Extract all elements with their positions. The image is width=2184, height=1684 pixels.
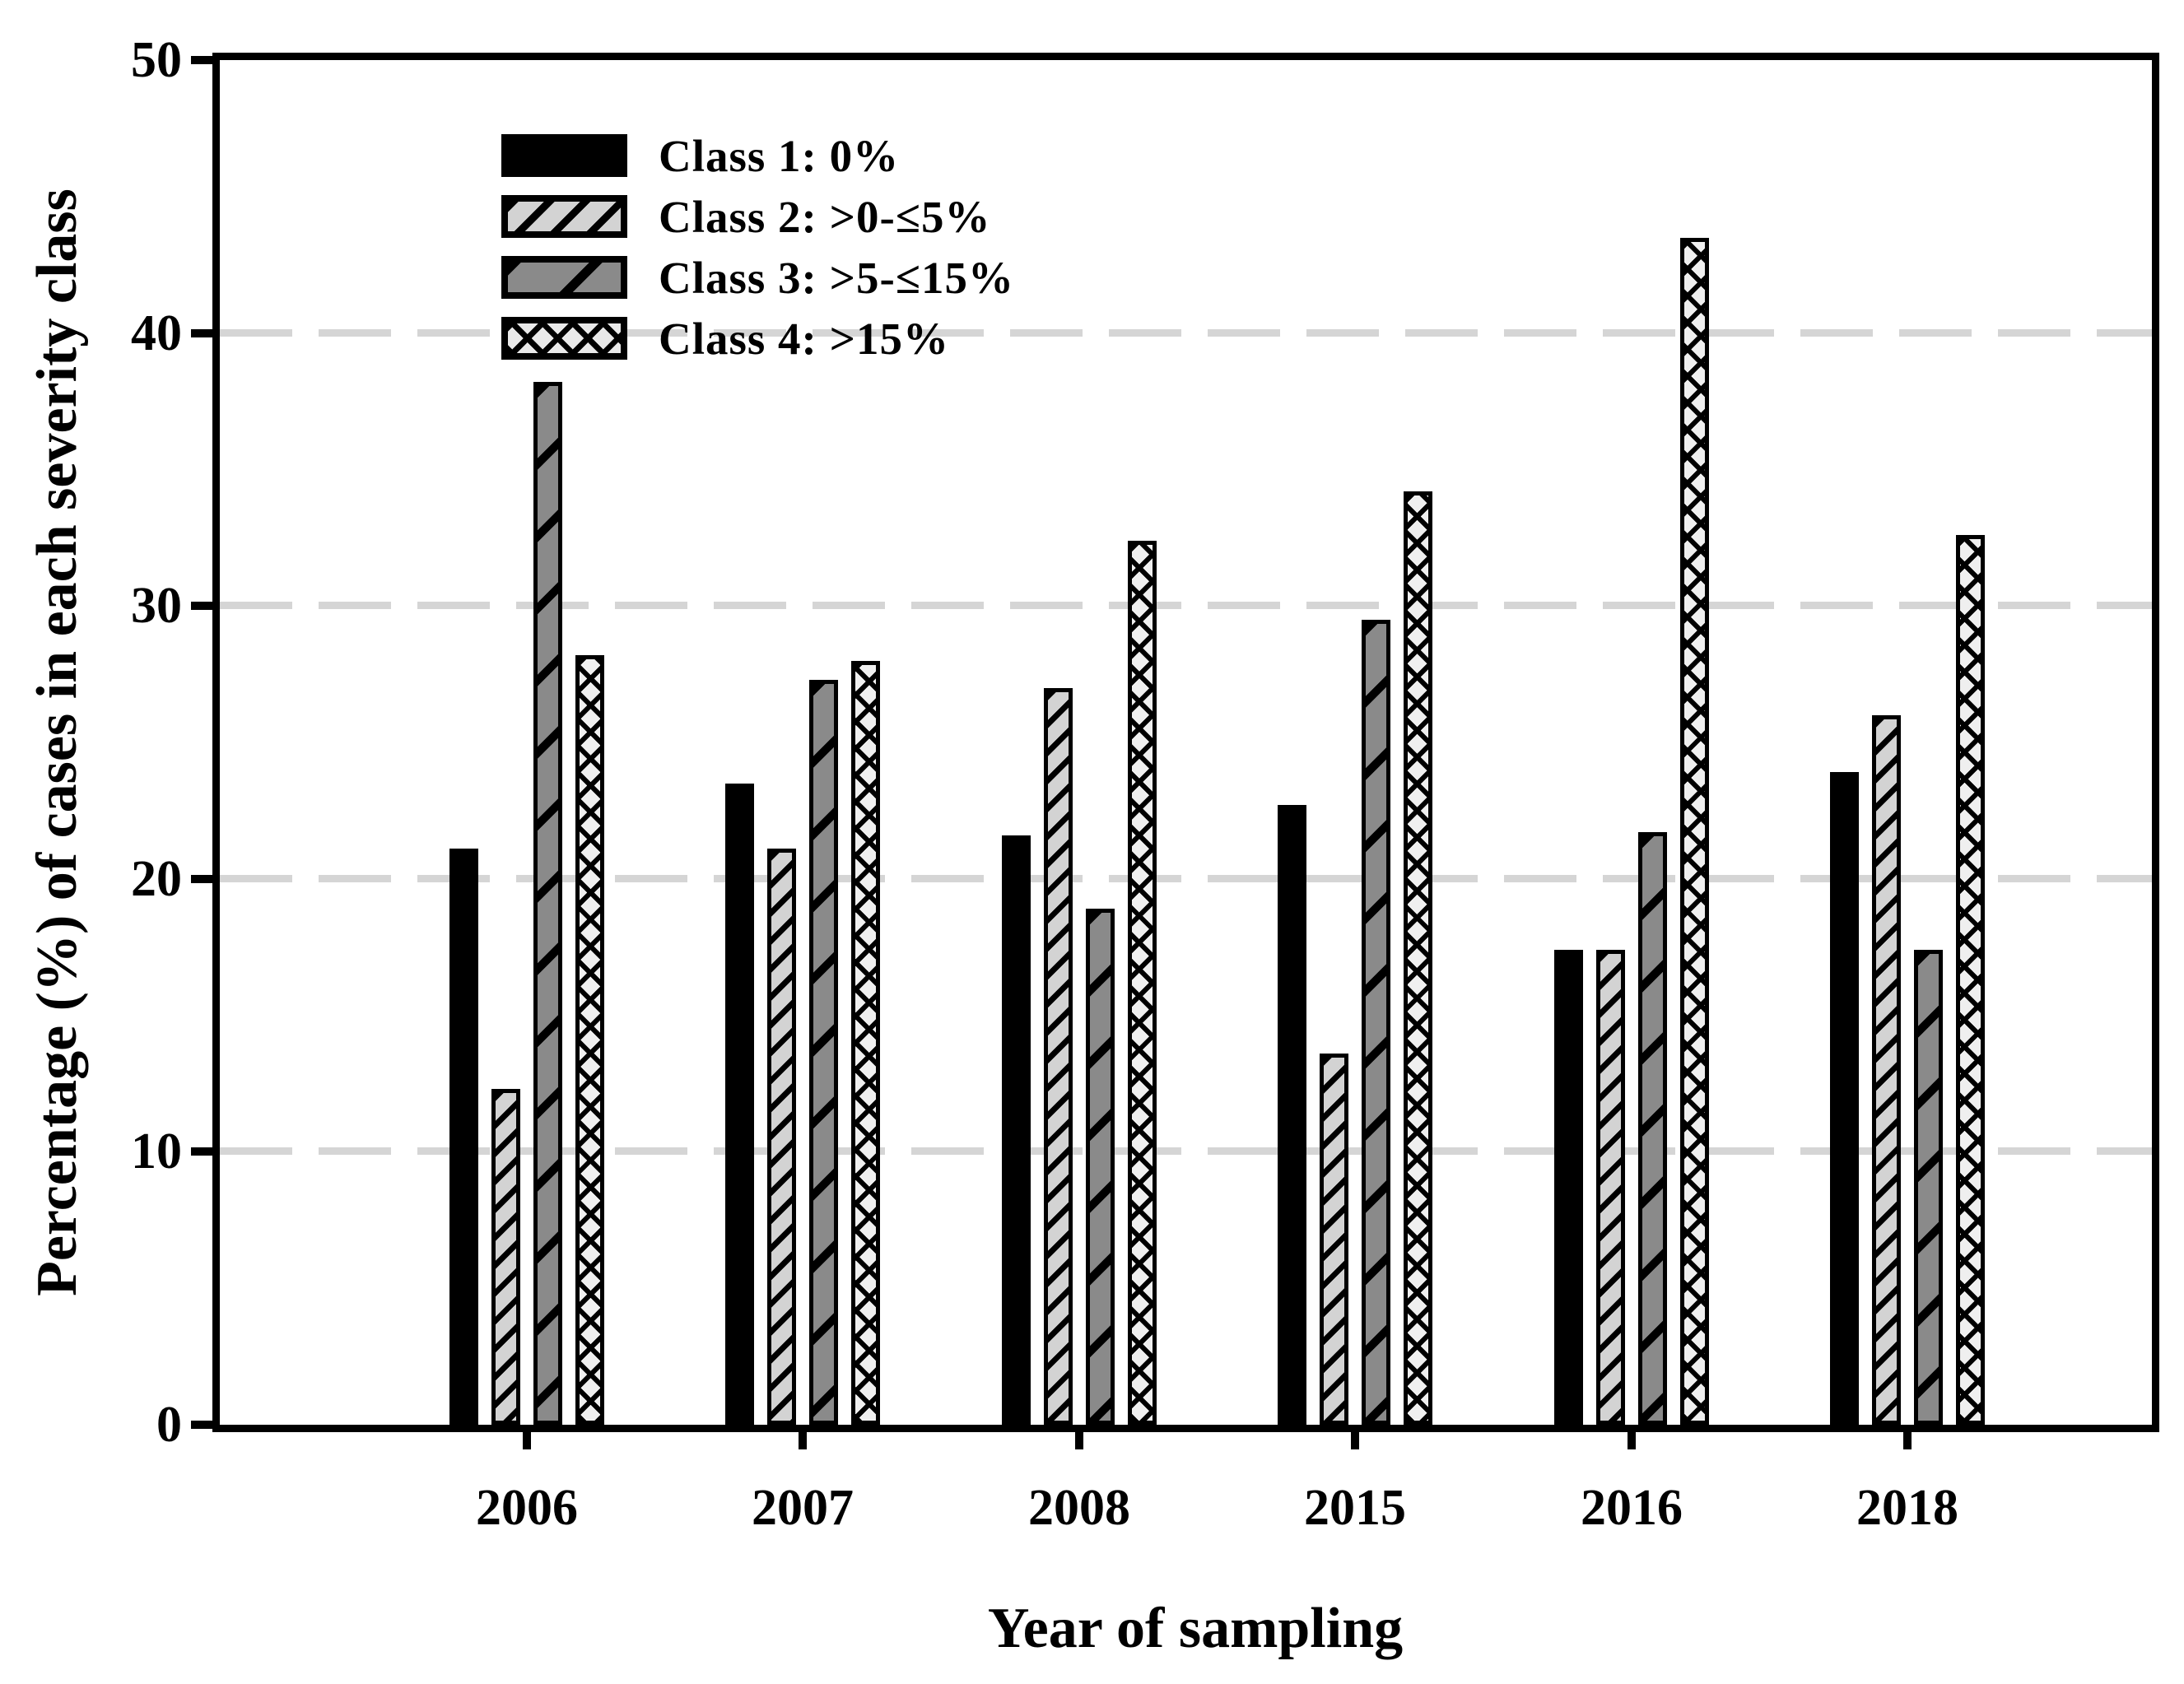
gridline-40 [220,329,2152,337]
bar-2006-class3 [533,382,562,1425]
legend-label-class2: Class 2: >0-≤5% [659,191,991,242]
bar-2007-class4 [851,661,880,1425]
y-tick-label: 20 [131,851,182,907]
y-tick-40 [191,329,212,337]
gridline-30 [220,602,2152,609]
legend-label-class3: Class 3: >5-≤15% [659,252,1014,303]
bar-2018-class2 [1872,715,1901,1425]
x-tick-label: 2007 [752,1480,854,1536]
y-axis-title: Percentage (%) of cases in each severity… [26,188,89,1296]
bar-2016-class1 [1554,950,1583,1425]
bar-2006-class2 [491,1089,520,1425]
bar-2008-class1 [1002,835,1031,1425]
y-tick-30 [191,602,212,610]
bar-2018-class3 [1914,950,1943,1425]
x-tick-2016 [1628,1425,1636,1449]
legend-swatch-class3 [501,256,627,299]
y-tick-label: 10 [131,1123,182,1179]
legend: Class 1: 0% Class 2: >0-≤5% Class 3: >5-≤1… [501,130,1014,378]
y-tick-label: 0 [156,1397,182,1453]
bar-2015-class1 [1278,805,1306,1425]
bar-2016-class2 [1596,950,1625,1425]
x-tick-label: 2016 [1581,1480,1683,1536]
x-tick-label: 2006 [476,1480,578,1536]
plot-area: 0 10 20 30 40 50 2006 2007 2008 2015 2016 2018 Cla… [131,35,2159,1533]
legend-label-class1: Class 1: 0% [659,130,900,181]
x-tick-2007 [799,1425,807,1449]
x-axis-title: Year of sampling [987,1597,1404,1660]
bar-2008-class3 [1086,909,1115,1425]
y-tick-label: 30 [131,578,182,634]
y-tick-20 [191,875,212,883]
gridline-20 [220,875,2152,882]
legend-row-class3: Class 3: >5-≤15% [501,252,1014,303]
legend-swatch-class2 [501,195,627,238]
bar-2016-class3 [1638,832,1667,1425]
x-tick-2015 [1351,1425,1359,1449]
x-tick-label: 2018 [1856,1480,1958,1536]
legend-row-class4: Class 4: >15% [501,313,1014,364]
y-tick-10 [191,1147,212,1156]
bar-2006-class4 [575,655,604,1425]
y-tick-50 [191,56,212,64]
bar-2007-class1 [725,784,754,1425]
bar-2007-class3 [809,680,838,1425]
x-tick-label: 2008 [1028,1480,1130,1536]
bar-2016-class4 [1680,238,1709,1425]
gridline-10 [220,1147,2152,1155]
x-tick-2006 [523,1425,531,1449]
legend-swatch-class4 [501,317,627,360]
bar-2008-class2 [1044,688,1073,1425]
bar-2018-class4 [1956,535,1985,1425]
legend-label-class4: Class 4: >15% [659,313,949,364]
bar-2008-class4 [1128,541,1157,1425]
bar-2018-class1 [1830,772,1859,1425]
y-tick-label: 40 [131,305,182,361]
legend-row-class2: Class 2: >0-≤5% [501,191,1014,242]
bar-2006-class1 [449,849,478,1425]
legend-swatch-class1 [501,134,627,177]
bar-2015-class3 [1362,620,1390,1425]
legend-row-class1: Class 1: 0% [501,130,1014,181]
bar-2015-class2 [1320,1054,1348,1425]
bar-2015-class4 [1404,491,1432,1425]
bar-2007-class2 [767,849,796,1425]
x-tick-label: 2015 [1304,1480,1406,1536]
x-tick-2008 [1075,1425,1083,1449]
y-tick-0 [191,1421,212,1429]
y-tick-label: 50 [131,32,182,88]
x-tick-2018 [1903,1425,1912,1449]
